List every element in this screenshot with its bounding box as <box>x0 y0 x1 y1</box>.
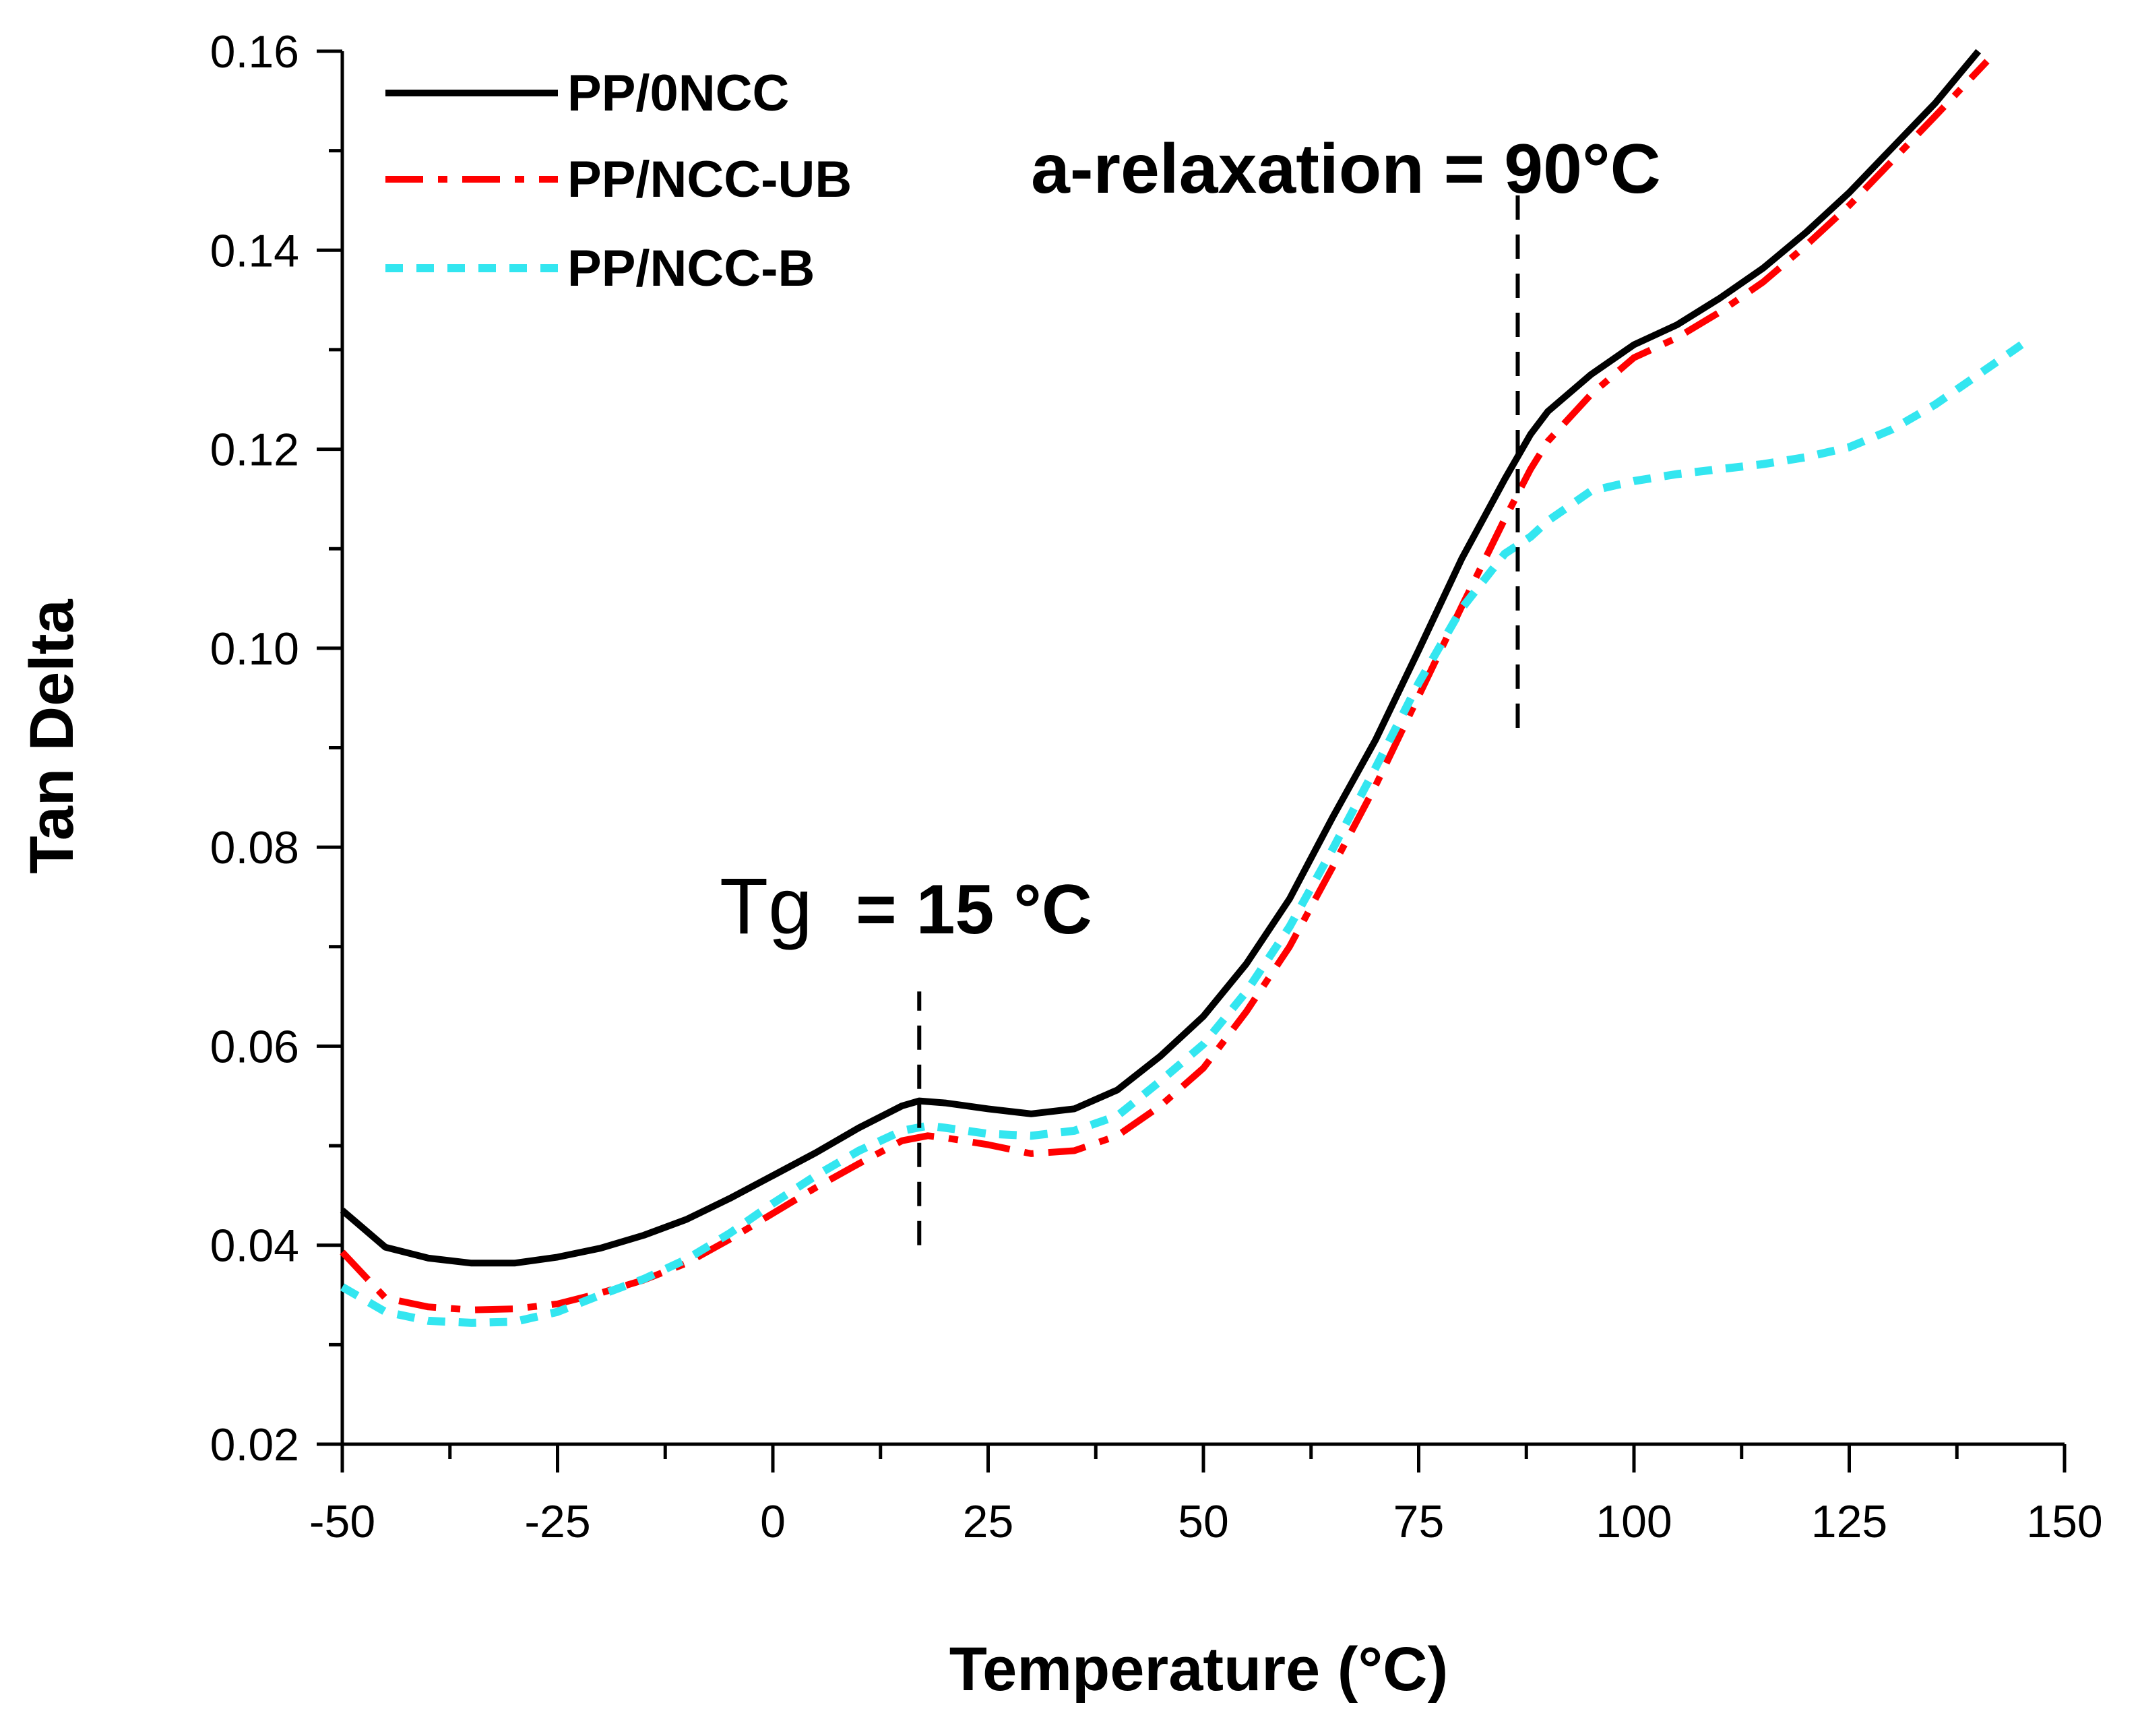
legend: PP/0NCC PP/NCC-UB PP/NCC-B <box>385 65 852 297</box>
tg-annotation-prefix: Tg <box>720 862 813 951</box>
y-tick-label: 0.14 <box>210 225 299 276</box>
series-line-pp-ncc-ub <box>340 59 1990 1313</box>
legend-label-pp-0ncc: PP/0NCC <box>567 65 789 122</box>
y-tick-label: 0.08 <box>210 822 299 873</box>
axes: -50 -25 0 25 50 75 100 125 150 0.02 0.04 0.06 0.08 0.… <box>210 26 2103 1547</box>
x-tick-label: -25 <box>524 1496 590 1547</box>
y-tick-label: 0.16 <box>210 26 299 78</box>
y-tick-label: 0.06 <box>210 1021 299 1072</box>
legend-label-pp-ncc-b: PP/NCC-B <box>567 240 815 297</box>
x-tick-label: 25 <box>963 1496 1014 1547</box>
x-tick-label: 50 <box>1178 1496 1229 1547</box>
y-axis-title: Tan Delta <box>18 599 86 874</box>
annotation-markers <box>917 180 1520 1245</box>
y-tick-label: 0.04 <box>210 1220 299 1272</box>
alpha-relaxation-annotation: a-relaxation = 90°C <box>1031 130 1661 208</box>
y-tick-label: 0.12 <box>210 425 299 476</box>
x-tick-label: -50 <box>309 1496 375 1547</box>
x-axis-title: Temperature (°C) <box>949 1635 1449 1704</box>
x-tick-label: 100 <box>1596 1496 1672 1547</box>
x-tick-label: 0 <box>760 1496 786 1547</box>
x-tick-label: 75 <box>1393 1496 1445 1547</box>
series-lines <box>340 49 2024 1327</box>
series-line-pp-ncc-b <box>340 341 2024 1327</box>
legend-label-pp-ncc-ub: PP/NCC-UB <box>567 151 852 208</box>
x-tick-label: 150 <box>2026 1496 2102 1547</box>
tg-annotation: = 15 °C <box>856 871 1092 949</box>
x-tick-label: 125 <box>1811 1496 1887 1547</box>
y-tick-label: 0.02 <box>210 1419 299 1470</box>
series-line-pp-0ncc <box>340 49 1982 1267</box>
y-tick-label: 0.10 <box>210 623 299 675</box>
